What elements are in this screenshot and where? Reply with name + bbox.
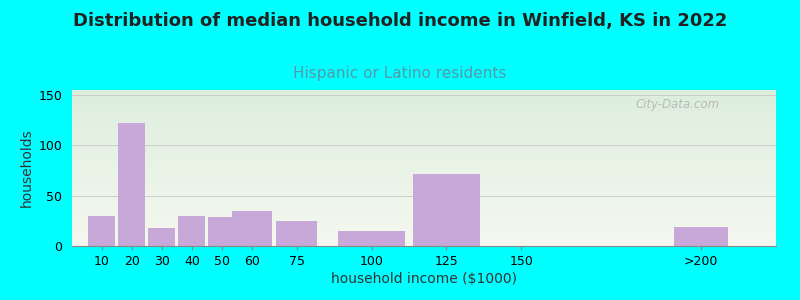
Text: City-Data.com: City-Data.com xyxy=(635,98,719,111)
Bar xyxy=(231,211,272,246)
Bar xyxy=(118,123,146,246)
Bar xyxy=(208,217,235,246)
Text: Hispanic or Latino residents: Hispanic or Latino residents xyxy=(294,66,506,81)
Bar xyxy=(338,231,406,246)
Bar xyxy=(148,228,175,246)
Bar xyxy=(277,221,317,246)
Bar xyxy=(413,173,480,246)
Bar xyxy=(89,216,115,246)
Y-axis label: households: households xyxy=(20,129,34,207)
Bar xyxy=(674,227,728,246)
Text: Distribution of median household income in Winfield, KS in 2022: Distribution of median household income … xyxy=(73,12,727,30)
Bar xyxy=(178,216,206,246)
X-axis label: household income ($1000): household income ($1000) xyxy=(331,272,517,286)
